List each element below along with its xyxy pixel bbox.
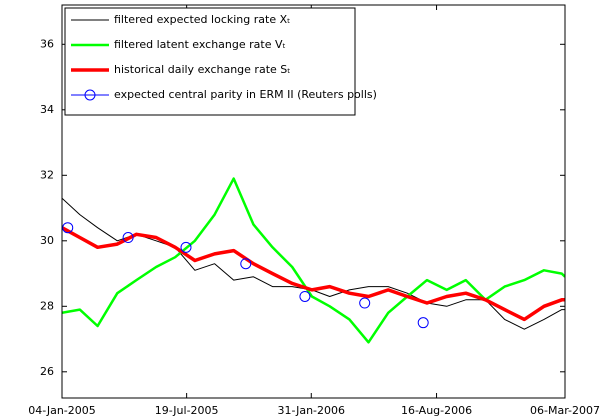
x-tick-label: 31-Jan-2006 bbox=[278, 404, 346, 417]
x-tick-label: 04-Jan-2005 bbox=[28, 404, 96, 417]
y-tick-label: 34 bbox=[40, 103, 54, 116]
marker bbox=[240, 258, 252, 270]
y-tick-label: 26 bbox=[40, 365, 54, 378]
legend-label: filtered latent exchange rate Vₜ bbox=[114, 38, 286, 51]
marker bbox=[417, 317, 429, 329]
legend-marker bbox=[84, 89, 96, 101]
y-tick-label: 36 bbox=[40, 37, 54, 50]
y-tick-label: 32 bbox=[40, 168, 54, 181]
x-tick-label: 16-Aug-2006 bbox=[401, 404, 472, 417]
marker bbox=[180, 241, 192, 253]
axes-box bbox=[61, 4, 566, 399]
legend-label: filtered expected locking rate Xₜ bbox=[114, 13, 290, 26]
series-line bbox=[62, 226, 565, 322]
series-line bbox=[62, 177, 565, 344]
marker bbox=[359, 297, 371, 309]
y-tick-label: 28 bbox=[40, 299, 54, 312]
marker bbox=[299, 290, 311, 302]
marker bbox=[62, 222, 74, 234]
y-tick-label: 30 bbox=[40, 234, 54, 247]
x-tick-label: 06-Mar-2007 bbox=[530, 404, 600, 417]
marker bbox=[122, 232, 134, 244]
legend-label: expected central parity in ERM II (Reute… bbox=[114, 88, 377, 101]
legend-box bbox=[64, 7, 356, 116]
x-tick-label: 19-Jul-2005 bbox=[155, 404, 219, 417]
legend-label: historical daily exchange rate Sₜ bbox=[114, 63, 291, 76]
